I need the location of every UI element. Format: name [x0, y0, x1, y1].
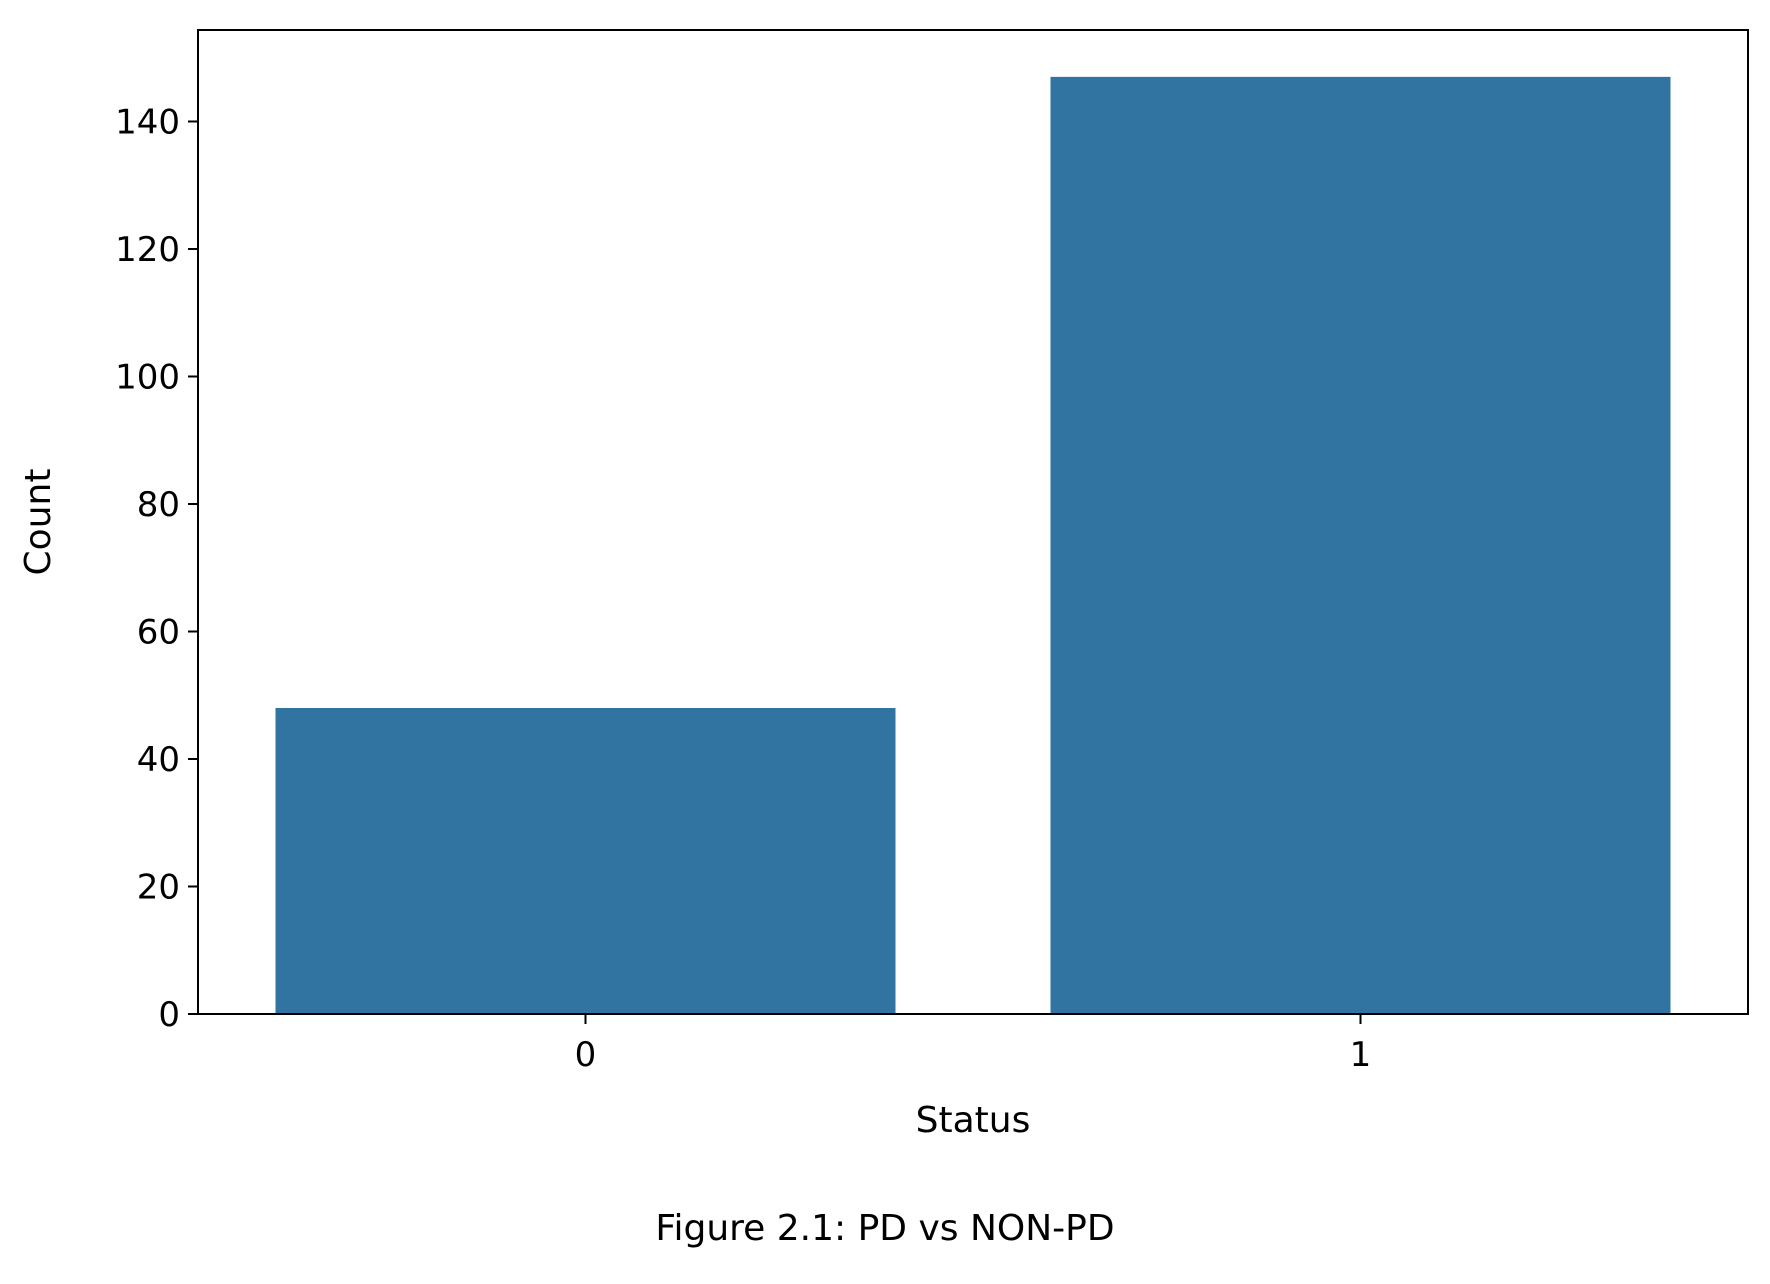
- y-tick-label: 0: [158, 995, 180, 1035]
- bar-0: [275, 707, 896, 1014]
- x-tick-label: 1: [1350, 1035, 1372, 1075]
- bars-layer: [275, 76, 1671, 1015]
- y-axis-label: Count: [18, 469, 59, 576]
- x-axis-label: Status: [916, 1100, 1031, 1141]
- y-tick-label: 140: [115, 102, 180, 142]
- y-tick-label: 60: [137, 612, 180, 652]
- plot-frame: [197, 29, 1749, 1015]
- bar-1: [1050, 76, 1671, 1015]
- y-tick-label: 20: [137, 867, 180, 907]
- figure-caption: Figure 2.1: PD vs NON-PD: [655, 1208, 1115, 1249]
- x-tick-label: 0: [575, 1035, 597, 1075]
- y-tick-label: 100: [115, 357, 180, 397]
- y-axis: 0 20 40 60 80 100 120 140: [115, 102, 198, 1035]
- y-tick-label: 120: [115, 230, 180, 270]
- y-tick-label: 80: [137, 485, 180, 525]
- y-tick-label: 40: [137, 740, 180, 780]
